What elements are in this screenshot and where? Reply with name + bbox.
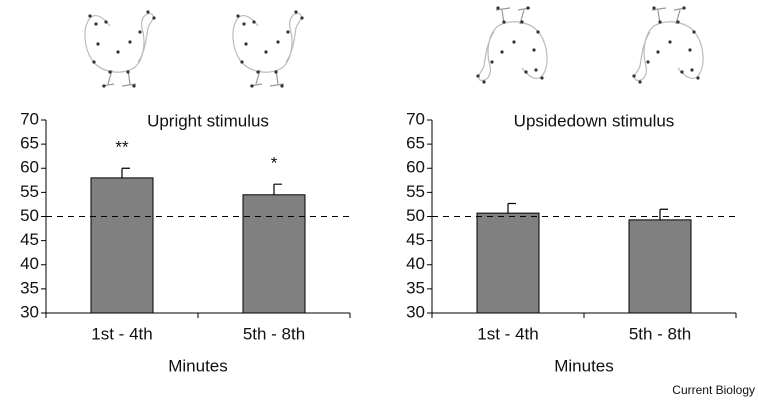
- x-tick-label: 5th - 8th: [243, 324, 305, 343]
- chart-title: Upsidedown stimulus: [514, 111, 675, 130]
- y-tick-label: 30: [406, 302, 425, 321]
- stimulus-icon: [84, 9, 157, 89]
- x-tick-label: 1st - 4th: [91, 324, 152, 343]
- x-tick-label: 5th - 8th: [629, 324, 691, 343]
- bar: [242, 194, 306, 314]
- y-tick-label: 30: [20, 302, 39, 321]
- error-bar: [659, 208, 668, 220]
- y-tick-label: 45: [406, 230, 425, 249]
- stimulus-icon: [475, 5, 548, 85]
- y-tick-label: 65: [406, 134, 425, 153]
- chart-title: Upright stimulus: [147, 111, 269, 130]
- y-tick-label: 50: [20, 206, 39, 225]
- x-axis-label: Minutes: [554, 356, 614, 375]
- y-tick-label: 60: [406, 158, 425, 177]
- error-bar: [273, 183, 282, 195]
- source-label: Current Biology: [672, 383, 755, 397]
- y-tick-label: 60: [20, 158, 39, 177]
- error-bar: [121, 167, 130, 178]
- y-tick-label: 70: [20, 109, 39, 128]
- x-axis-label: Minutes: [168, 356, 228, 375]
- x-tick-label: 1st - 4th: [477, 324, 538, 343]
- bar: [90, 177, 154, 314]
- y-tick-label: 45: [20, 230, 39, 249]
- y-tick-label: 40: [20, 254, 39, 273]
- y-tick-label: 50: [406, 206, 425, 225]
- error-bar: [507, 202, 516, 214]
- bar: [476, 212, 540, 314]
- y-tick-label: 35: [406, 278, 425, 297]
- y-tick-label: 55: [20, 182, 39, 201]
- y-tick-label: 70: [406, 109, 425, 128]
- stimulus-icon: [232, 9, 305, 89]
- significance-label: **: [115, 138, 129, 157]
- y-tick-label: 65: [20, 134, 39, 153]
- y-tick-label: 55: [406, 182, 425, 201]
- bar: [628, 219, 692, 314]
- y-tick-label: 40: [406, 254, 425, 273]
- significance-label: *: [271, 154, 278, 173]
- y-tick-label: 35: [20, 278, 39, 297]
- stimulus-icon: [631, 5, 704, 85]
